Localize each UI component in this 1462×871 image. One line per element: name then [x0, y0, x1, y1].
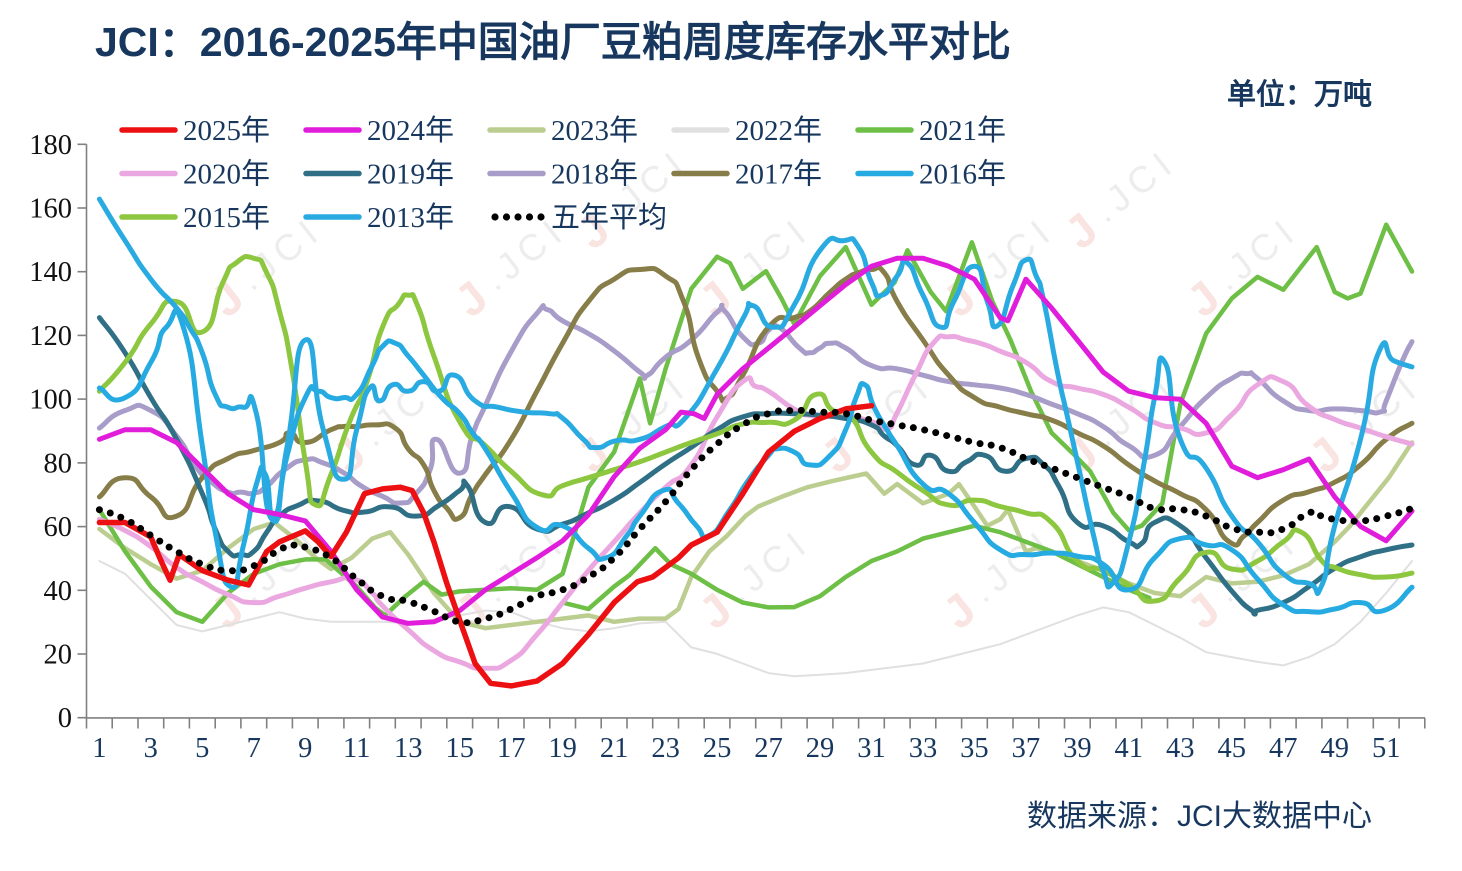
svg-text:19: 19 [548, 733, 577, 764]
svg-text:2016年: 2016年 [919, 158, 1006, 191]
svg-text:140: 140 [29, 257, 72, 288]
svg-text:5: 5 [195, 733, 209, 764]
svg-text:49: 49 [1320, 733, 1349, 764]
svg-text:20: 20 [44, 640, 73, 671]
svg-text:39: 39 [1063, 733, 1092, 764]
svg-text:2021年: 2021年 [919, 114, 1006, 147]
svg-text:27: 27 [754, 733, 783, 764]
svg-text:2024年: 2024年 [367, 114, 454, 147]
svg-text:2025年: 2025年 [183, 114, 270, 147]
svg-text:JCI：2016-2025年中国油厂豆粕周度库存水平对比: JCI：2016-2025年中国油厂豆粕周度库存水平对比 [95, 19, 1011, 65]
svg-text:3: 3 [144, 733, 158, 764]
svg-text:37: 37 [1012, 733, 1041, 764]
svg-text:40: 40 [44, 576, 73, 607]
svg-text:180: 180 [29, 130, 72, 161]
svg-text:五年平均: 五年平均 [551, 201, 667, 234]
svg-text:35: 35 [960, 733, 989, 764]
svg-text:单位：万吨: 单位：万吨 [1227, 77, 1372, 111]
svg-text:11: 11 [343, 733, 370, 764]
svg-text:41: 41 [1115, 733, 1144, 764]
svg-text:2022年: 2022年 [735, 114, 822, 147]
svg-text:31: 31 [857, 733, 886, 764]
svg-text:1: 1 [92, 733, 106, 764]
svg-text:2018年: 2018年 [551, 158, 638, 191]
svg-text:51: 51 [1372, 733, 1401, 764]
svg-text:2019年: 2019年 [367, 158, 454, 191]
svg-text:29: 29 [806, 733, 835, 764]
svg-text:数据来源：JCI大数据中心: 数据来源：JCI大数据中心 [1027, 800, 1372, 833]
svg-text:60: 60 [44, 512, 73, 543]
svg-text:160: 160 [29, 194, 72, 225]
svg-text:21: 21 [600, 733, 629, 764]
svg-text:33: 33 [909, 733, 938, 764]
svg-text:2023年: 2023年 [551, 114, 638, 147]
svg-text:45: 45 [1218, 733, 1247, 764]
svg-text:120: 120 [29, 321, 72, 352]
svg-text:100: 100 [29, 385, 72, 416]
svg-text:9: 9 [298, 733, 312, 764]
svg-text:25: 25 [703, 733, 732, 764]
svg-text:0: 0 [58, 703, 72, 734]
svg-text:2015年: 2015年 [183, 201, 270, 234]
svg-text:2013年: 2013年 [367, 201, 454, 234]
svg-text:7: 7 [247, 733, 261, 764]
svg-text:47: 47 [1269, 733, 1298, 764]
svg-text:2017年: 2017年 [735, 158, 822, 191]
svg-text:43: 43 [1166, 733, 1195, 764]
svg-text:17: 17 [497, 733, 526, 764]
svg-text:2020年: 2020年 [183, 158, 270, 191]
svg-text:23: 23 [651, 733, 680, 764]
svg-text:80: 80 [44, 448, 73, 479]
svg-text:13: 13 [394, 733, 423, 764]
svg-text:15: 15 [445, 733, 474, 764]
